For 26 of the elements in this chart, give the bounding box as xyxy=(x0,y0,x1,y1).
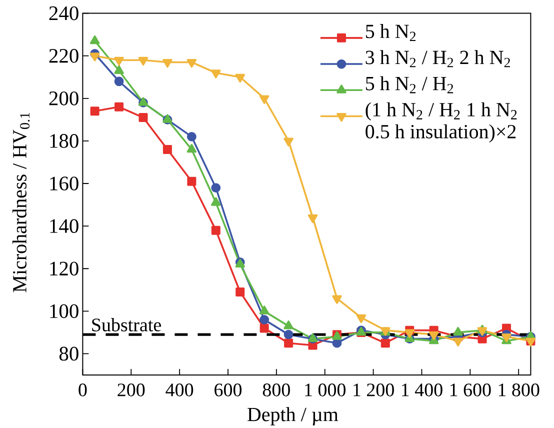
y-tick-label: 100 xyxy=(50,304,78,318)
ref-line-label: Substrate xyxy=(92,318,161,332)
y-tick-label: 120 xyxy=(50,262,78,276)
x-tick-label: 1 600 xyxy=(450,384,491,396)
y-tick-label: 240 xyxy=(49,6,78,20)
y-axis-title: Microhardness / HV$_{0.1}$ xyxy=(12,112,30,292)
legend-label: (1 h N$_{2}$ / H$_{2}$ 1 h N$_{2}$ 0.5 h insulation)×2 xyxy=(366,102,517,142)
x-tick-label: 1 200 xyxy=(354,384,394,396)
x-axis-title: Depth / µm xyxy=(248,407,338,426)
x-tick-label: 1 000 xyxy=(305,384,346,396)
y-tick-label: 140 xyxy=(50,219,78,233)
x-tick-label: 800 xyxy=(262,384,290,396)
legend-label: 5 h N$_{2}$ xyxy=(366,24,416,42)
y-tick-label: 180 xyxy=(50,134,78,148)
y-tick-label: 220 xyxy=(49,48,78,63)
y-tick-label: 160 xyxy=(50,176,78,190)
y-tick-label: 200 xyxy=(49,91,78,106)
x-tick-label: 1 400 xyxy=(402,384,442,396)
legend-label: 3 h N$_{2}$ / H$_{2}$ 2 h N$_{2}$ xyxy=(366,50,510,68)
legend-label: 5 h N$_{2}$ / H$_{2}$ xyxy=(366,76,454,94)
x-tick-label: 1 800 xyxy=(498,384,540,396)
x-tick-label: 200 xyxy=(118,384,145,396)
y-tick-label: 80 xyxy=(59,346,78,361)
x-tick-label: 0 xyxy=(78,384,87,396)
x-tick-label: 600 xyxy=(214,384,242,396)
x-tick-label: 400 xyxy=(166,384,194,396)
